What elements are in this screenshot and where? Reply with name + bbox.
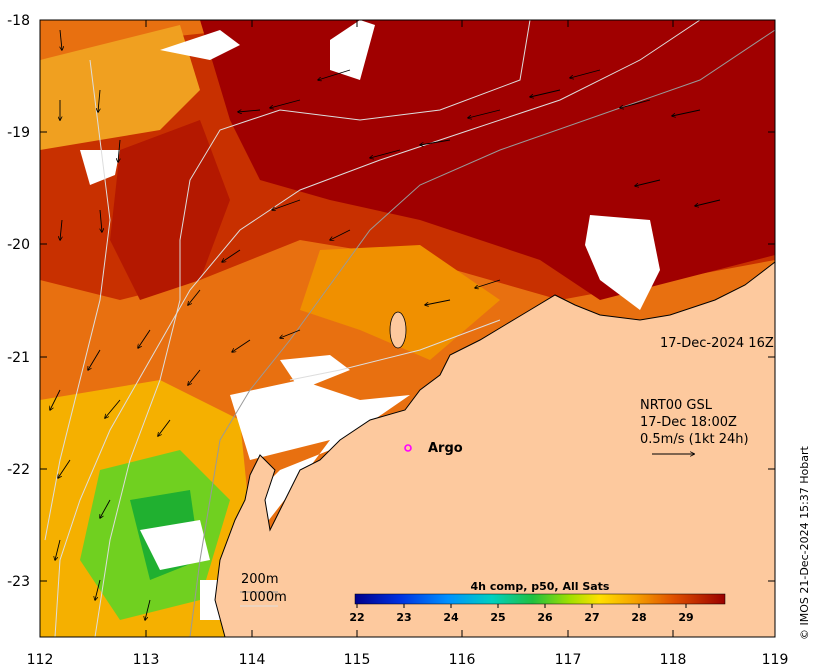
x-tick-label: 119	[762, 652, 789, 668]
x-tick-label: 114	[239, 652, 266, 668]
depth-200-label: 200m	[241, 572, 278, 587]
y-tick-label: -23	[7, 574, 30, 590]
colorbar-tick-label: 29	[678, 611, 693, 624]
sst-field-northwest	[40, 25, 200, 150]
x-tick-label: 113	[133, 652, 160, 668]
cloud-patch-6	[280, 355, 350, 390]
bathymetry-contours	[44, 20, 775, 637]
colorbar-tick-label: 27	[584, 611, 599, 624]
depth-1000-label: 1000m	[241, 590, 287, 605]
cloud-patch-1	[160, 30, 240, 60]
colorbar	[354, 593, 726, 605]
x-tick-label: 116	[449, 652, 476, 668]
colorbar-tick-label: 23	[396, 611, 411, 624]
land-mass	[215, 262, 775, 637]
colorbar-ticks	[356, 604, 687, 608]
sst-field-hot-west	[110, 120, 230, 300]
colorbar-tick-label: 25	[490, 611, 505, 624]
colorbar-tick-label: 26	[537, 611, 553, 624]
argo-float-marker[interactable]	[404, 444, 412, 452]
credit-label: © IMOS 21-Dec-2024 15:37 Hobart	[798, 445, 811, 640]
cloud-patch-5	[230, 380, 410, 525]
y-tick-label: -19	[7, 125, 30, 141]
colorbar-tick-label: 24	[443, 611, 459, 624]
cloud-patch-7	[140, 520, 210, 570]
cloud-patch-3	[80, 150, 120, 185]
barrow-island	[389, 311, 407, 349]
timestamp-label: 17-Dec-2024 16Z	[660, 336, 774, 351]
argo-label: Argo	[428, 441, 463, 456]
current-source-label: NRT00 GSL	[640, 398, 713, 413]
y-tick-label: -20	[7, 237, 30, 253]
coastline	[214, 261, 775, 637]
colorbar-tick-label: 28	[631, 611, 646, 624]
x-tick-label: 115	[344, 652, 371, 668]
x-tick-label: 112	[27, 652, 54, 668]
cloud-patch-4	[585, 215, 660, 310]
colorbar-title: 4h comp, p50, All Sats	[471, 580, 610, 593]
x-tick-label: 117	[555, 652, 582, 668]
colorbar-tick-label: 22	[349, 611, 364, 624]
axis-ticks	[39, 19, 776, 637]
y-tick-label: -21	[7, 350, 30, 366]
y-tick-label: -18	[7, 13, 30, 29]
x-tick-label: 118	[660, 652, 687, 668]
y-tick-label: -22	[7, 462, 30, 478]
sst-field-mid	[300, 245, 500, 360]
cloud-patch-2	[330, 20, 375, 80]
current-time-label: 17-Dec 18:00Z	[640, 415, 737, 430]
current-vectors	[50, 29, 721, 620]
current-scale-label: 0.5m/s (1kt 24h)	[640, 432, 749, 447]
plot-frame	[39, 19, 776, 638]
